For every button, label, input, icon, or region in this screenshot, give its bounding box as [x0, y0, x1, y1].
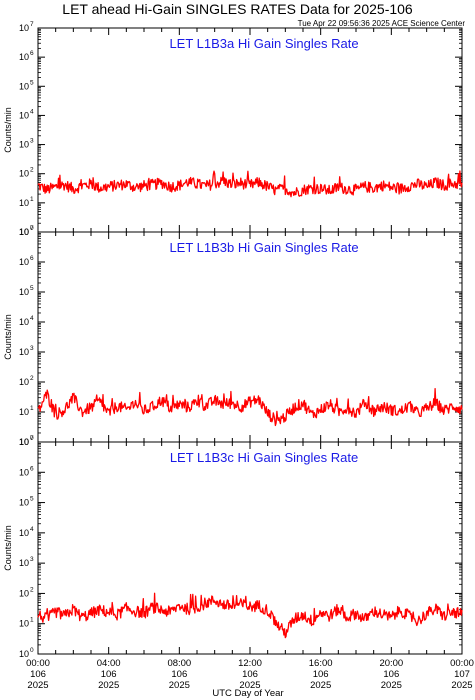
y-tick-label: 10: [19, 227, 29, 237]
x-tick-label: 2025: [27, 680, 48, 691]
y-tick-exponent: 0: [30, 435, 34, 442]
x-tick-label: 106: [101, 669, 117, 680]
y-tick-exponent: 4: [30, 526, 34, 533]
x-tick-label: 106: [30, 669, 46, 680]
y-tick-exponent: 6: [30, 50, 34, 57]
panels-group: LET L1B3a Hi Gain Singles Rate Counts/min…: [3, 21, 474, 691]
x-tick-label: 08:00: [167, 658, 191, 669]
y-tick-label: 10: [19, 588, 29, 598]
y-tick-exponent: 5: [30, 496, 34, 503]
panel-title: LET L1B3b Hi Gain Singles Rate: [169, 240, 358, 255]
y-tick-label: 10: [19, 140, 29, 150]
y-axis-label: Counts/min: [3, 314, 13, 360]
x-tick-label: 2025: [310, 680, 331, 691]
chart-panel-1: LET L1B3a Hi Gain Singles Rate Counts/min…: [3, 21, 463, 237]
series-line: [37, 170, 463, 198]
y-tick-exponent: 0: [30, 647, 34, 654]
plot-frame: [37, 441, 463, 655]
y-tick-label: 10: [19, 110, 29, 120]
x-tick-label: 12:00: [238, 658, 262, 669]
series-line: [37, 388, 463, 427]
y-tick-exponent: 1: [30, 617, 34, 624]
y-tick-label: 10: [19, 558, 29, 568]
x-tick-label: 106: [242, 669, 258, 680]
series-line: [37, 592, 463, 639]
y-tick-exponent: 4: [30, 315, 34, 322]
y-tick-exponent: 7: [30, 435, 34, 442]
chart-panel-3: LET L1B3c Hi Gain Singles Rate Counts/min…: [3, 435, 474, 691]
y-tick-exponent: 5: [30, 79, 34, 86]
y-tick-label: 10: [19, 227, 29, 237]
y-tick-label: 10: [19, 198, 29, 208]
y-tick-label: 10: [19, 649, 29, 659]
x-tick-label: 106: [313, 669, 329, 680]
plot-frame: [37, 27, 463, 233]
x-tick-label: 106: [383, 669, 399, 680]
y-tick-label: 10: [19, 407, 29, 417]
y-tick-exponent: 2: [30, 375, 34, 382]
y-tick-exponent: 7: [30, 21, 34, 28]
y-tick-label: 10: [19, 347, 29, 357]
y-tick-label: 10: [19, 52, 29, 62]
y-tick-exponent: 0: [30, 225, 34, 232]
y-tick-label: 10: [19, 81, 29, 91]
x-tick-label: 2025: [169, 680, 190, 691]
y-tick-label: 10: [19, 317, 29, 327]
y-tick-label: 10: [19, 257, 29, 267]
x-tick-label: 2025: [451, 680, 472, 691]
x-tick-label: 04:00: [97, 658, 121, 669]
y-tick-exponent: 7: [30, 225, 34, 232]
x-tick-label: 2025: [98, 680, 119, 691]
figure-title: LET ahead Hi-Gain SINGLES RATES Data for…: [62, 1, 413, 17]
y-tick-label: 10: [19, 437, 29, 447]
y-tick-label: 10: [19, 23, 29, 33]
x-tick-label: 107: [454, 669, 470, 680]
panel-title: LET L1B3a Hi Gain Singles Rate: [169, 36, 358, 51]
y-tick-exponent: 3: [30, 556, 34, 563]
y-tick-exponent: 1: [30, 196, 34, 203]
y-tick-exponent: 2: [30, 167, 34, 174]
y-tick-label: 10: [19, 467, 29, 477]
y-axis-label: Counts/min: [3, 525, 13, 571]
x-tick-label: 106: [171, 669, 187, 680]
y-tick-label: 10: [19, 377, 29, 387]
y-tick-exponent: 1: [30, 405, 34, 412]
x-tick-label: 00:00: [26, 658, 50, 669]
y-tick-exponent: 4: [30, 108, 34, 115]
y-tick-label: 10: [19, 619, 29, 629]
x-tick-label: 2025: [239, 680, 260, 691]
y-tick-label: 10: [19, 287, 29, 297]
y-tick-exponent: 5: [30, 285, 34, 292]
y-tick-exponent: 3: [30, 138, 34, 145]
y-tick-exponent: 6: [30, 465, 34, 472]
y-tick-exponent: 6: [30, 255, 34, 262]
y-tick-label: 10: [19, 437, 29, 447]
x-axis-label: UTC Day of Year: [212, 688, 283, 699]
x-tick-label: 16:00: [309, 658, 333, 669]
y-tick-exponent: 2: [30, 586, 34, 593]
x-tick-label: 00:00: [450, 658, 474, 669]
x-tick-label: 20:00: [379, 658, 403, 669]
panel-title: LET L1B3c Hi Gain Singles Rate: [170, 450, 358, 465]
y-tick-label: 10: [19, 528, 29, 538]
y-tick-exponent: 3: [30, 345, 34, 352]
y-tick-label: 10: [19, 498, 29, 508]
y-axis-label: Counts/min: [3, 107, 13, 153]
y-tick-label: 10: [19, 169, 29, 179]
chart-panel-2: LET L1B3b Hi Gain Singles Rate Counts/min…: [3, 225, 463, 447]
generation-timestamp: Tue Apr 22 09:56:36 2025 ACE Science Cen…: [298, 19, 466, 28]
x-tick-label: 2025: [381, 680, 402, 691]
